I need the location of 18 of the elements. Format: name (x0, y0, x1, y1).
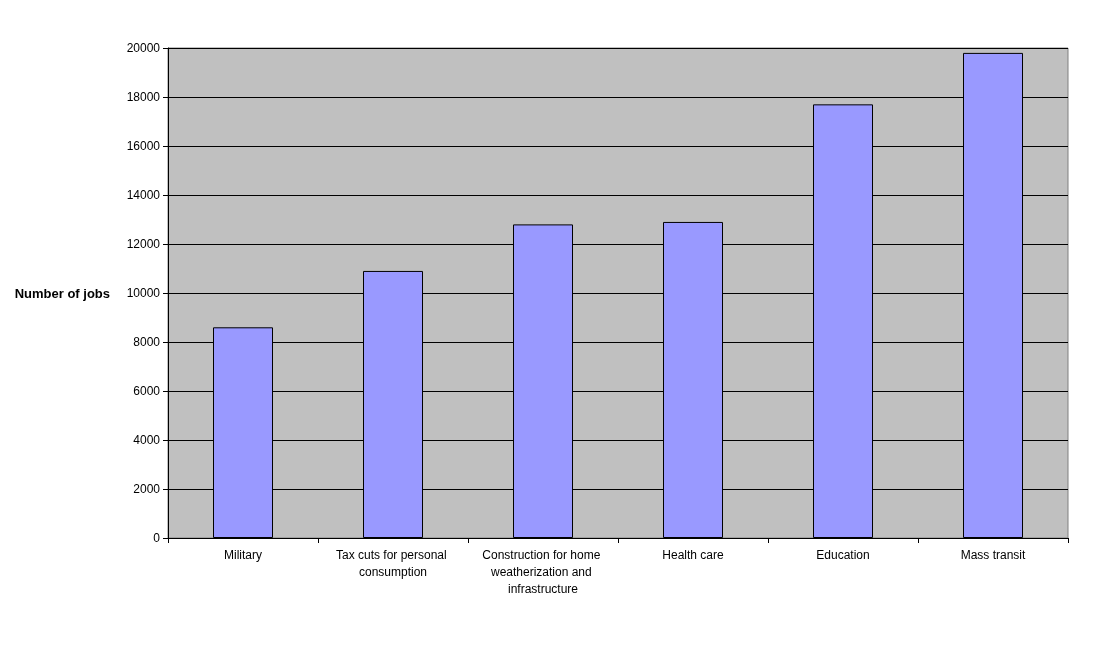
y-tick-label: 4000 (133, 433, 161, 447)
y-tick-label: 16000 (126, 139, 161, 153)
x-tick-label: Mass transit (960, 547, 1026, 562)
y-axis-title: Number of jobs (14, 285, 110, 301)
y-tick-label: 6000 (133, 384, 161, 398)
y-tick-label: 8000 (133, 335, 161, 349)
y-tick-label: 20000 (126, 41, 161, 55)
x-tick-label: Education (816, 547, 870, 562)
y-tick-label: 18000 (126, 90, 161, 104)
x-tick-label: Tax cuts for personal consumption (335, 547, 451, 579)
y-tick-label: 12000 (126, 237, 161, 251)
y-tick-label: 0 (153, 531, 161, 545)
y-tick-label: 10000 (126, 286, 161, 300)
x-tick-label: Military (224, 547, 262, 562)
x-tick-label: Health care (662, 547, 724, 562)
y-tick-label: 2000 (133, 482, 161, 496)
y-tick-label: 14000 (126, 188, 161, 202)
x-tick-label: Construction for home weatherization and infrastructure (482, 547, 604, 596)
